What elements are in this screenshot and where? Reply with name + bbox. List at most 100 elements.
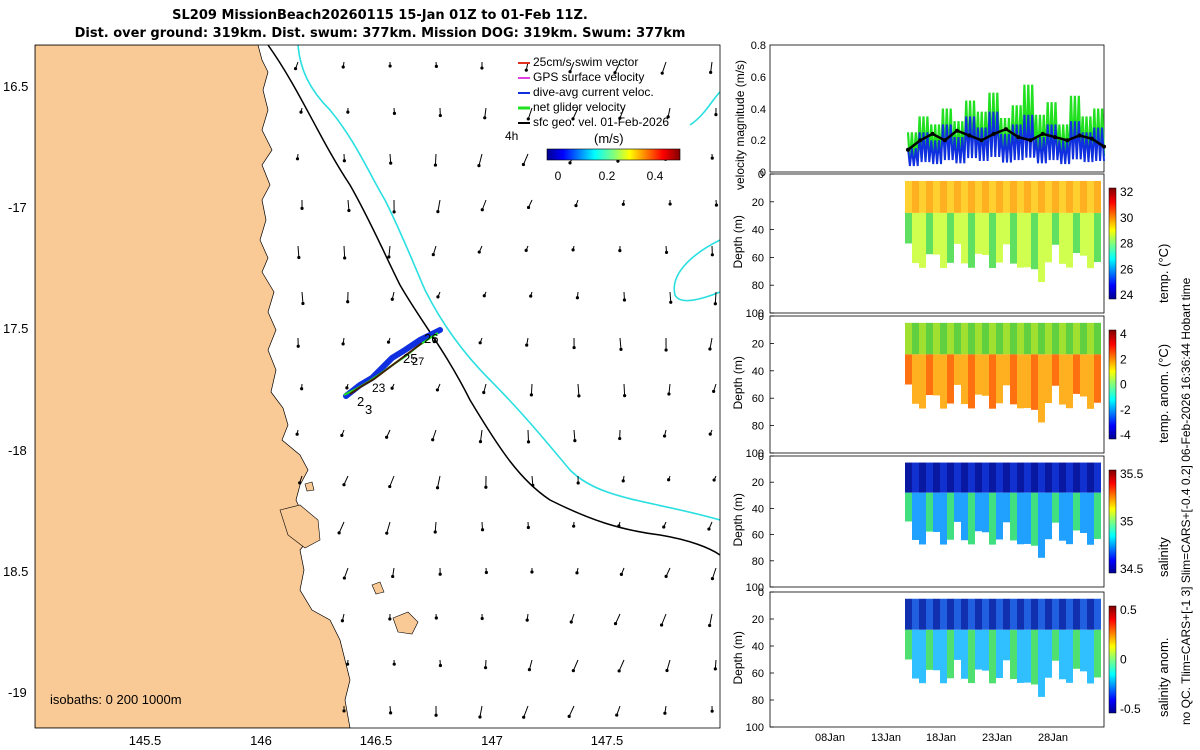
geo-vector-head [710, 156, 714, 160]
isobath-1000m-offshore [673, 239, 720, 302]
depth-cell-upper [961, 180, 968, 213]
geo-vector [619, 107, 625, 119]
depth-cell-upper [1059, 462, 1066, 493]
geo-vector-head [576, 481, 580, 485]
depth-cell-lower [961, 629, 968, 679]
geo-vector [618, 659, 625, 672]
geo-vector-head [613, 622, 618, 626]
depth-cell-lower [1094, 212, 1101, 263]
geo-vector-head [621, 202, 625, 206]
geo-vector [709, 337, 713, 350]
geo-vector [481, 199, 487, 210]
depth-cell-upper [1010, 598, 1017, 630]
geo-vector-head [662, 434, 667, 438]
geo-vector-head [709, 70, 713, 74]
depth-cell-upper [954, 462, 961, 493]
depth-cell-upper [912, 462, 919, 493]
island-small-1 [304, 481, 315, 492]
depth-cell-lower [1094, 492, 1101, 539]
geo-vector-head [432, 340, 436, 344]
depth-cell-upper [1045, 462, 1052, 493]
depth-colorbar-label: temp. anom. (°C) [1156, 344, 1171, 443]
depth-cell-upper [919, 598, 926, 630]
depth-cell-lower [1024, 629, 1031, 683]
geo-vector-head [293, 67, 298, 71]
depth-colorbar-tick: 4 [1120, 327, 1127, 341]
geo-vector-head [666, 115, 670, 119]
depth-ylabel: Depth (m) [731, 356, 745, 409]
depth-cell-upper [989, 322, 996, 355]
depth-colorbar-tick: 34.5 [1120, 562, 1144, 576]
depth-cell-upper [919, 462, 926, 493]
scale-label-4h: 4h [505, 129, 518, 143]
geo-vector-head [618, 116, 622, 120]
depth-cell-upper [912, 598, 919, 630]
depth-cell-lower [1045, 629, 1052, 678]
geo-vector-head [482, 390, 486, 395]
geo-vector-head [386, 340, 391, 344]
geo-vector-head [345, 386, 349, 390]
depth-cell-upper [926, 462, 933, 493]
depth-cell-upper [905, 462, 912, 493]
depth-ytick: 100 [746, 448, 764, 460]
depth-cell-lower [1024, 492, 1031, 544]
geo-vector-head [618, 436, 622, 441]
depth-ytick: 80 [752, 280, 764, 292]
depth-cell-lower [975, 354, 982, 395]
depth-cell-lower [982, 212, 989, 255]
depth-cell-lower [919, 354, 926, 409]
depth-cell-lower [1080, 492, 1087, 533]
depth-ytick: 0 [758, 451, 764, 463]
depth-ytick: 60 [752, 393, 764, 405]
map-colorbar-unit: (m/s) [594, 131, 624, 146]
geo-vector-head [343, 256, 347, 260]
geo-vector-head [712, 389, 716, 393]
depth-cell-lower [947, 354, 954, 404]
depth-cell-lower [954, 212, 961, 244]
depth-cell-lower [1052, 492, 1059, 523]
depth-cell-lower [1080, 354, 1087, 397]
depth-cell-lower [1045, 354, 1052, 404]
depth-cell-upper [1031, 322, 1038, 355]
depth-panel-1: 0 20 40 60 80 100 Depth (m) 32 30 28 26 24 temp. (°C… [731, 169, 1171, 320]
map-colorbar-tick-0.2: 0.2 [599, 169, 616, 183]
depth-cell-lower [975, 492, 982, 532]
depth-colorbar-tick: 35.5 [1120, 467, 1144, 481]
depth-cell-upper [1073, 462, 1080, 493]
depth-cell-lower [982, 492, 989, 533]
geo-vector-head [434, 616, 438, 620]
depth-cell-upper [996, 180, 1003, 213]
depth-cell-lower [940, 492, 947, 545]
geo-vector-head [477, 250, 481, 254]
depth-cell-lower [1003, 629, 1010, 661]
depth-colorbar-tick: -0.5 [1120, 702, 1141, 716]
geo-vector [297, 245, 300, 258]
depth-cell-upper [996, 598, 1003, 630]
geo-vector-head [340, 433, 344, 437]
geo-vector-head [433, 530, 437, 534]
depth-cell-upper [989, 598, 996, 630]
geo-vector-head [385, 531, 389, 535]
depth-ytick: 60 [752, 252, 764, 264]
depth-cell-upper [1038, 180, 1045, 213]
depth-colorbar-tick: 0 [1120, 653, 1127, 667]
isobath-200m [267, 45, 720, 556]
geo-vector-head [392, 111, 397, 115]
geo-vector [437, 199, 441, 212]
depth-cell-lower [996, 629, 1003, 679]
depth-cell-lower [1073, 354, 1080, 394]
geo-vector-head [664, 574, 668, 579]
depth-cell-upper [954, 322, 961, 355]
legend-swim-label: 25cm/s swim vector [533, 55, 638, 69]
track-label-23: 23 [372, 381, 386, 395]
depth-cell-upper [1094, 462, 1101, 493]
geo-vector-head [710, 253, 714, 257]
figure-title-line1: SL209 MissionBeach20260115 15-Jan 01Z to… [172, 8, 588, 23]
depth-cell-lower [1038, 629, 1045, 697]
geo-vector-head [708, 347, 712, 351]
depth-cell-lower [996, 354, 1003, 404]
depth-ytick: 40 [752, 641, 764, 653]
geo-vector-head [346, 110, 350, 114]
depth-cell-upper [933, 462, 940, 493]
